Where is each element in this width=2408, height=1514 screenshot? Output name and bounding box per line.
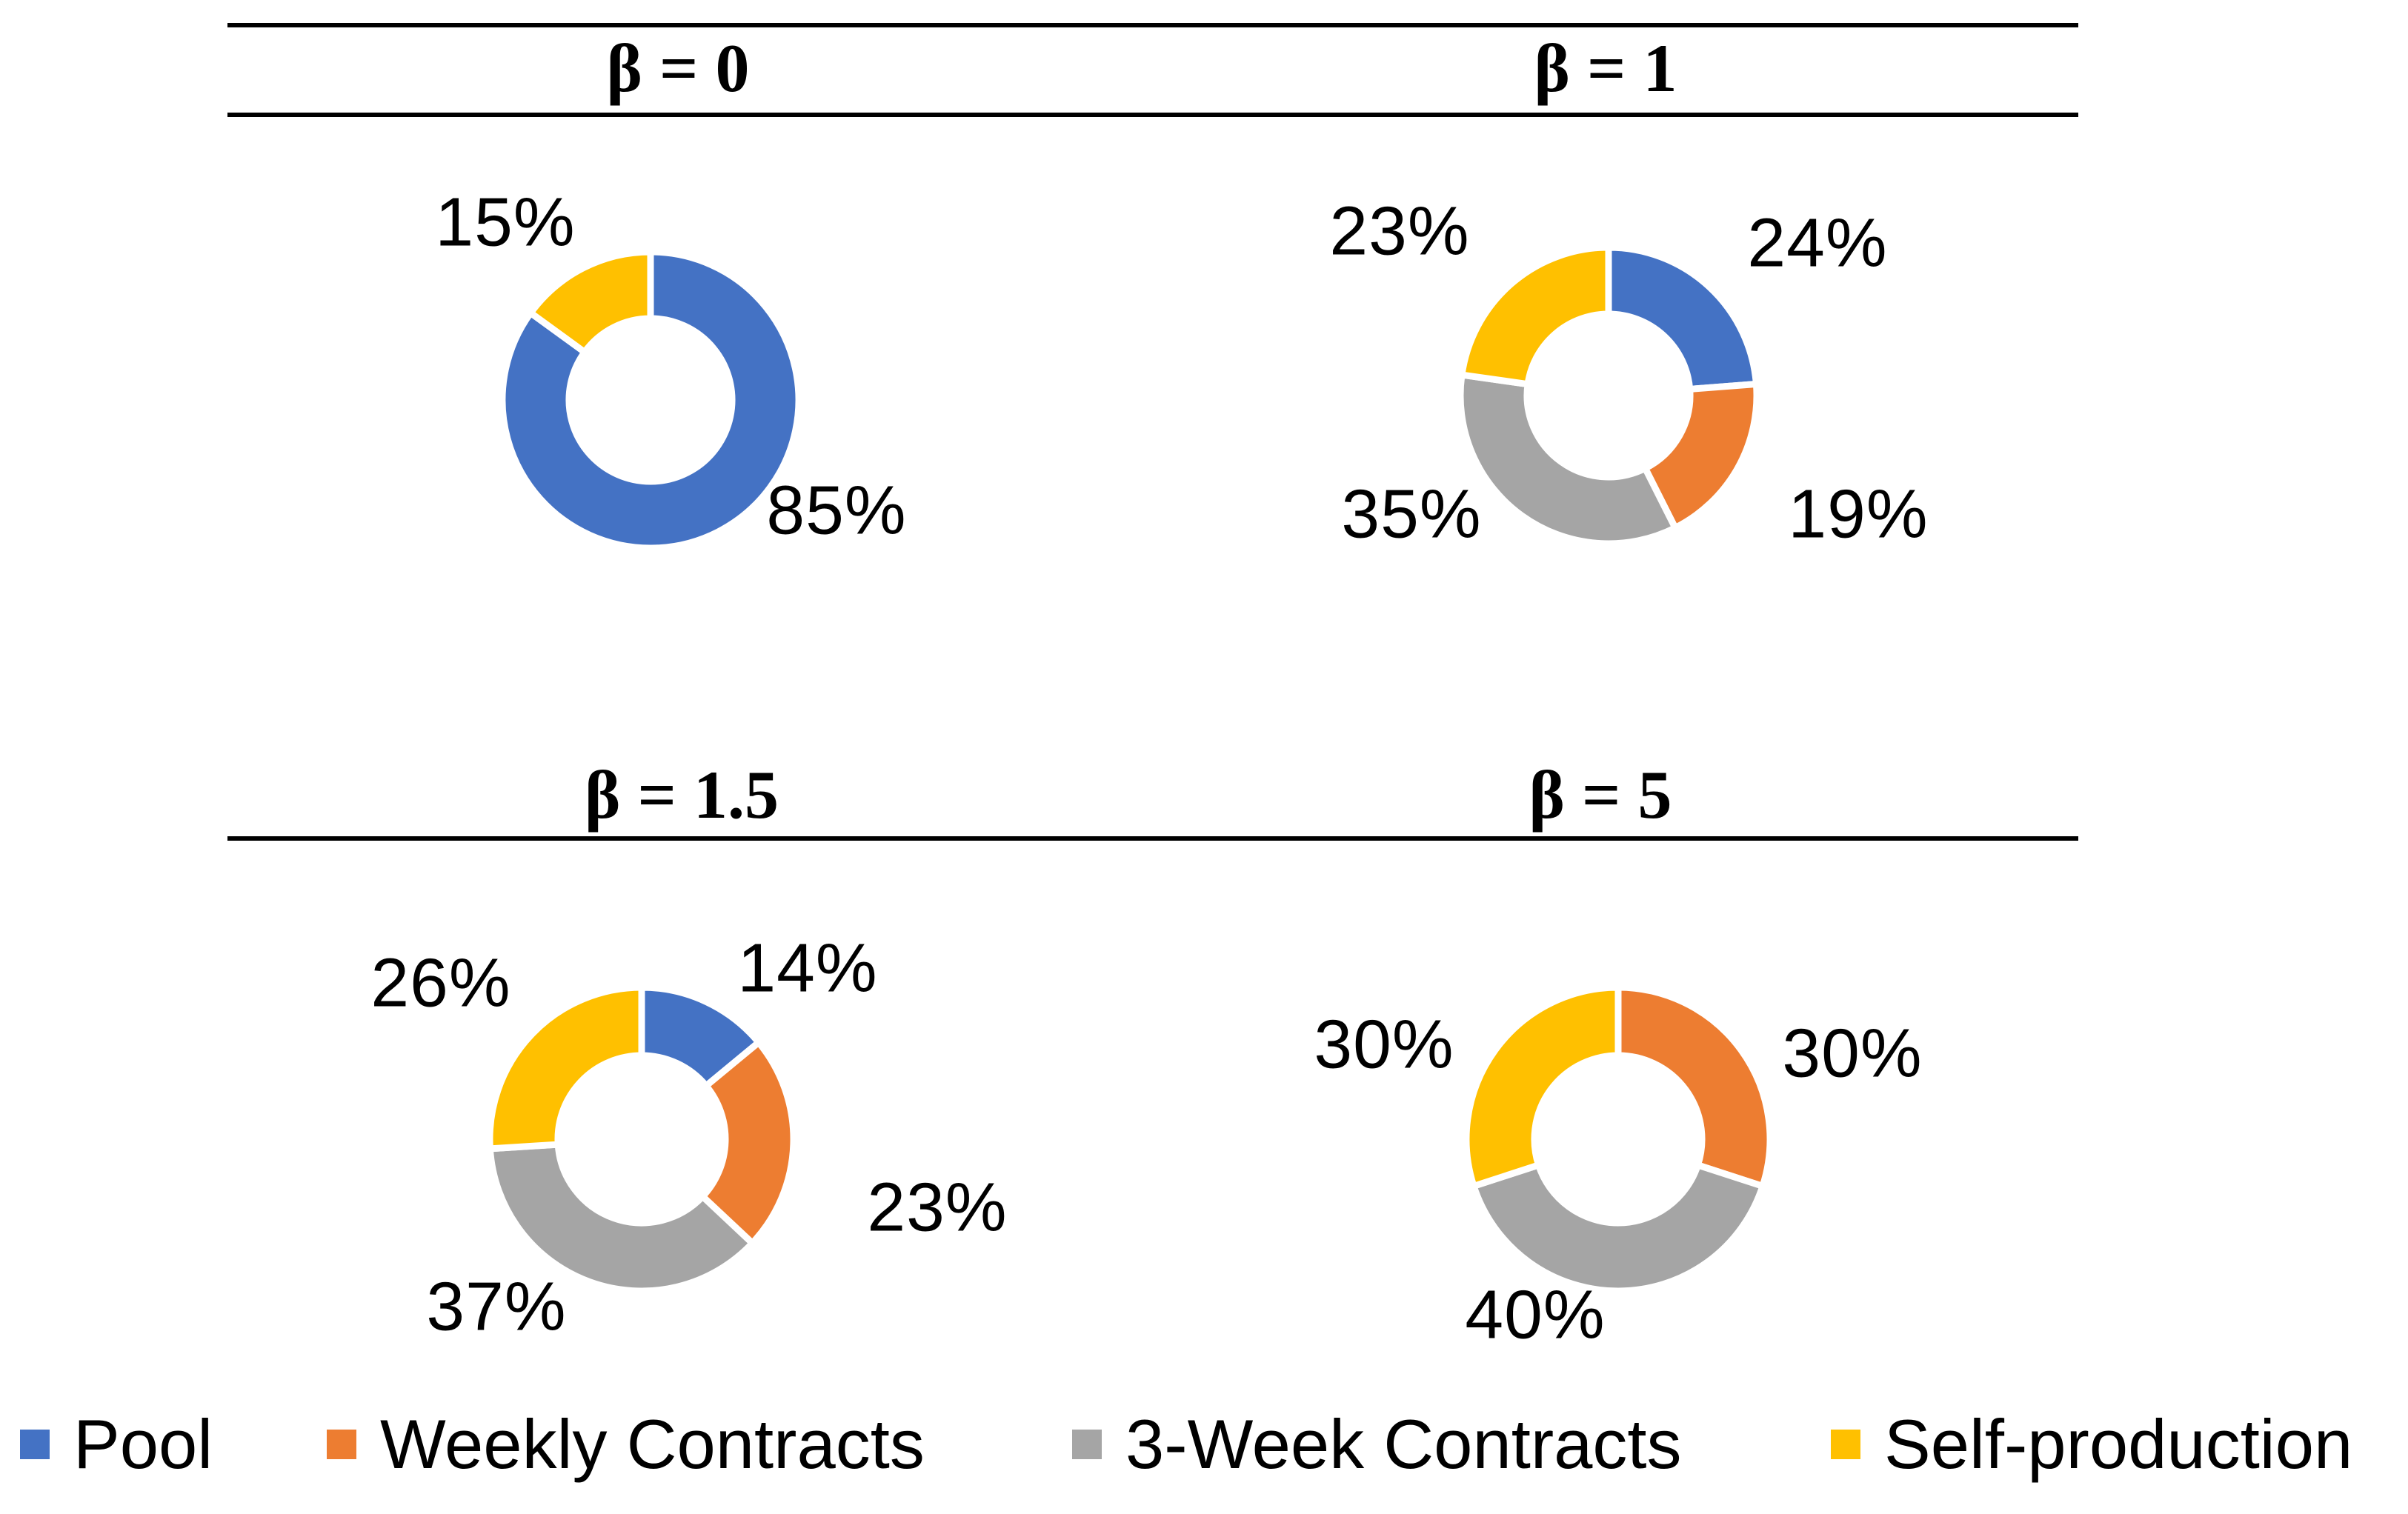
data-label-beta5-three-week-contracts: 40%	[1465, 1275, 1606, 1353]
table-rule-top	[227, 23, 2078, 27]
data-label-beta1-three-week-contracts: 35%	[1341, 475, 1482, 553]
table-rule-header-bottom	[227, 113, 2078, 117]
donut-slice-3-week-contracts	[1457, 371, 1680, 547]
donut-chart-beta-5	[1463, 984, 1774, 1295]
donut-slice-self-production	[525, 248, 654, 357]
donut-slice-3-week-contracts	[486, 1141, 757, 1295]
data-label-beta0-pool: 85%	[766, 471, 907, 549]
donut-chart-beta-0	[499, 248, 802, 552]
legend: Pool Weekly Contracts 3-Week Contracts S…	[0, 1400, 2408, 1489]
data-label-beta1-5-three-week-contracts: 37%	[426, 1267, 567, 1345]
donut-slice-weekly-contracts	[1614, 984, 1774, 1191]
panel-title-beta-5: β = 5	[1529, 757, 1672, 833]
legend-label-weekly-contracts: Weekly Contracts	[380, 1405, 925, 1483]
donut-slice-weekly-contracts	[1640, 380, 1760, 533]
data-label-beta1-5-self-production: 26%	[370, 944, 511, 1021]
data-label-beta5-self-production: 30%	[1314, 1005, 1454, 1083]
data-label-beta1-5-weekly-contracts: 23%	[867, 1168, 1008, 1246]
donut-slice-pool	[499, 248, 802, 552]
donut-slice-self-production	[1457, 244, 1612, 388]
donut-slice-weekly-contracts	[698, 1037, 797, 1248]
legend-label-self-production: Self-production	[1884, 1405, 2353, 1483]
data-label-beta1-pool: 24%	[1747, 204, 1888, 281]
data-label-beta5-weekly-contracts: 30%	[1782, 1014, 1923, 1092]
panel-title-beta-0: β = 0	[606, 30, 750, 106]
legend-label-three-week-contracts: 3-Week Contracts	[1125, 1405, 1682, 1483]
legend-item-weekly-contracts: Weekly Contracts	[327, 1400, 925, 1489]
data-label-beta1-self-production: 23%	[1329, 192, 1470, 270]
donut-slice-self-production	[486, 984, 645, 1153]
legend-swatch-self-production	[1831, 1430, 1860, 1459]
legend-item-three-week-contracts: 3-Week Contracts	[1072, 1400, 1682, 1489]
donut-chart-beta-1	[1457, 244, 1760, 547]
panel-title-beta-1-5: β = 1.5	[585, 757, 779, 833]
panel-title-beta-1: β = 1	[1534, 30, 1677, 106]
legend-swatch-weekly-contracts	[327, 1430, 356, 1459]
donut-chart-beta-1-5	[486, 984, 797, 1295]
donut-slice-3-week-contracts	[1469, 1161, 1767, 1295]
table-rule-row2	[227, 836, 2078, 841]
legend-swatch-pool	[20, 1430, 50, 1459]
data-label-beta1-5-pool: 14%	[737, 929, 878, 1007]
legend-item-pool: Pool	[20, 1400, 213, 1489]
legend-item-self-production: Self-production	[1831, 1400, 2352, 1489]
data-label-beta1-weekly-contracts: 19%	[1788, 475, 1929, 553]
data-label-beta0-self-production: 15%	[435, 183, 576, 261]
legend-swatch-three-week-contracts	[1072, 1430, 1102, 1459]
legend-label-pool: Pool	[73, 1405, 213, 1483]
donut-slice-pool	[1605, 244, 1760, 393]
donut-slice-self-production	[1463, 984, 1622, 1191]
